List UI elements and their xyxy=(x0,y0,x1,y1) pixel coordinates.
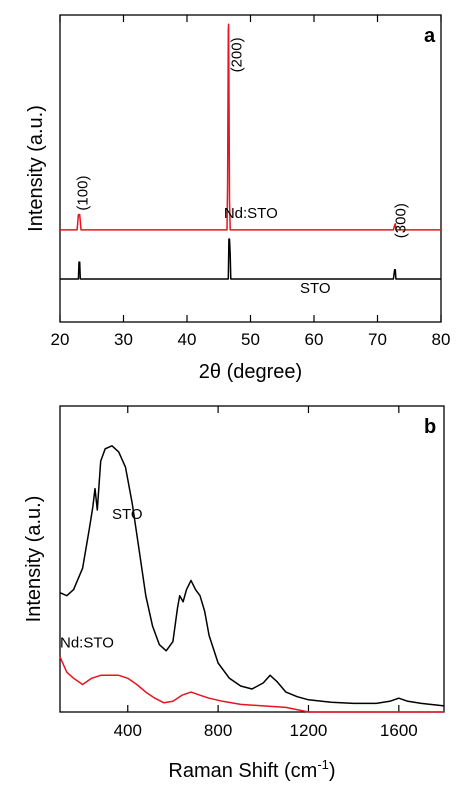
plot-frame xyxy=(59,14,442,323)
x-tick-label: 60 xyxy=(305,330,324,349)
plot-frame xyxy=(59,405,445,713)
panel-letter: b xyxy=(424,416,436,438)
panel-b: 400 800 1200 1600 STO Nd:STO b Raman Shift (cm-… xyxy=(23,405,445,782)
x-tick-label: 70 xyxy=(368,330,387,349)
x-tick-label: 50 xyxy=(241,330,260,349)
panel-letter: a xyxy=(424,25,436,47)
x-tick-label: 40 xyxy=(178,330,197,349)
series-label: Nd:STO xyxy=(224,205,278,222)
x-tick-label: 80 xyxy=(432,330,451,349)
x-tick-label: 20 xyxy=(51,330,70,349)
series-label: Nd:STO xyxy=(60,635,114,652)
x-axis-title: 2θ (degree) xyxy=(199,361,302,383)
x-axis-title: Raman Shift (cm-1) xyxy=(168,757,335,782)
series-line-nd-sto xyxy=(59,656,444,713)
series-line-nd-sto xyxy=(60,23,441,231)
series-label: STO xyxy=(300,280,331,297)
x-tick-label: 400 xyxy=(114,721,142,740)
series-line-sto xyxy=(59,445,445,707)
x-tick-label: 800 xyxy=(204,721,232,740)
series-label: STO xyxy=(112,506,143,523)
y-axis-title: Intensity (a.u.) xyxy=(25,105,47,232)
peak-label: (100) xyxy=(74,176,91,211)
x-tick-label: 30 xyxy=(114,330,133,349)
peak-label: (200) xyxy=(229,37,246,72)
x-tick-label: 1600 xyxy=(380,721,418,740)
x-tick-label: 1200 xyxy=(290,721,328,740)
series-line-sto xyxy=(60,238,441,280)
peak-label: (300) xyxy=(392,203,409,238)
panel-a: 20 30 40 50 60 70 80 Nd:STO STO (100) (200) (300) a 2… xyxy=(25,14,451,383)
y-axis-title: Intensity (a.u.) xyxy=(23,496,45,623)
